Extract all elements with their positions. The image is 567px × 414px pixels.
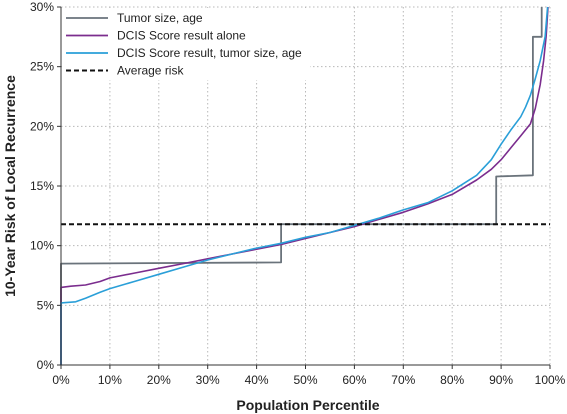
series-lines	[60, 6, 550, 365]
x-tick-label: 20%	[147, 373, 171, 387]
legend-box	[62, 8, 310, 80]
legend-label: DCIS Score result alone	[117, 29, 246, 43]
legend-label: DCIS Score result, tumor size, age	[117, 46, 302, 60]
x-tick-label: 70%	[391, 373, 415, 387]
y-tick-label: 10%	[30, 239, 54, 253]
x-tick-label: 60%	[342, 373, 366, 387]
x-tick-label: 40%	[245, 373, 269, 387]
series-line-tumor-size-age	[60, 7, 543, 365]
x-tick-label: 50%	[293, 373, 317, 387]
legend-label: Tumor size, age	[117, 11, 203, 25]
x-tick-label: 0%	[52, 373, 70, 387]
y-axis-title: 10-Year Risk of Local Recurrence	[2, 75, 18, 297]
series-line-dcis-score-result-tumor-size-age	[60, 6, 549, 365]
x-tick-label: 90%	[489, 373, 513, 387]
y-tick-label: 30%	[30, 0, 54, 14]
y-tick-label: 20%	[30, 119, 54, 133]
x-tick-label: 100%	[535, 373, 566, 387]
x-tick-label: 80%	[440, 373, 464, 387]
x-axis-title: Population Percentile	[236, 397, 379, 413]
legend: Tumor size, age DCIS Score result alone DC…	[62, 8, 310, 80]
axes: 0% 10% 20% 30% 40% 50% 60% 70% 80% 90% 100% 0% 5% 10%…	[30, 0, 566, 387]
y-tick-label: 25%	[30, 60, 54, 74]
x-tick-label: 30%	[196, 373, 220, 387]
legend-label: Average risk	[117, 64, 184, 78]
y-tick-label: 0%	[37, 358, 55, 372]
series-line-dcis-score-result-alone	[60, 6, 549, 365]
y-tick-label: 5%	[37, 298, 55, 312]
y-tick-label: 15%	[30, 179, 54, 193]
x-tick-label: 10%	[98, 373, 122, 387]
